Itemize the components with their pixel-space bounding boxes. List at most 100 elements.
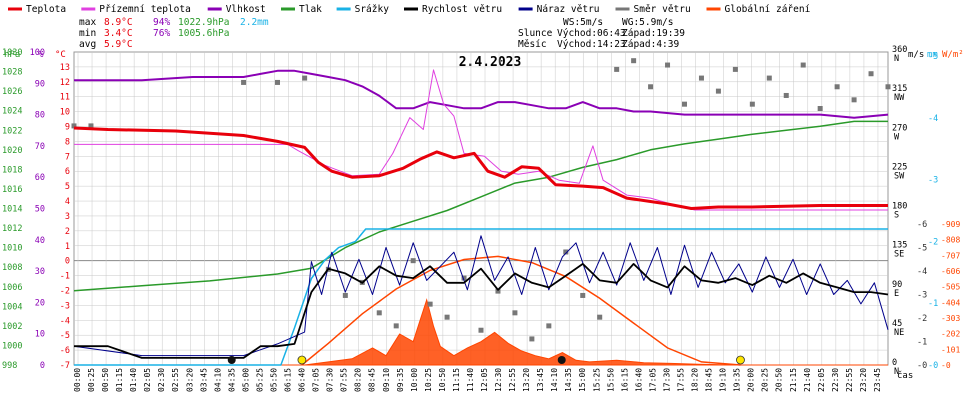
tick-x-29: 12:05 bbox=[480, 368, 489, 392]
tick-dirlabel-0: N bbox=[894, 367, 899, 377]
moonset-marker bbox=[227, 356, 236, 364]
series-pressure-line bbox=[73, 120, 888, 292]
min-temp: 3.4°C bbox=[104, 28, 133, 39]
tick-hpa-1024: 1024 bbox=[2, 107, 22, 117]
dir-dot-18 bbox=[546, 323, 552, 329]
tick-x-56: 23:20 bbox=[859, 368, 868, 392]
tick-x-27: 11:15 bbox=[452, 368, 461, 392]
tick-x-26: 10:50 bbox=[438, 368, 447, 392]
tick-x-49: 20:25 bbox=[761, 368, 770, 392]
moonrise-marker bbox=[557, 356, 566, 364]
tick-pct-70: 70 bbox=[35, 142, 45, 152]
tick-dir-0: 0 bbox=[892, 358, 897, 368]
tick-x-22: 09:10 bbox=[382, 368, 391, 392]
axes: 9981000100210041006100810101012101410161… bbox=[2, 45, 960, 392]
tick-hpa-1010: 1010 bbox=[2, 244, 22, 254]
tick-x-20: 08:20 bbox=[354, 368, 363, 392]
avg-temp: 5.9°C bbox=[104, 39, 133, 50]
tick-x-45: 18:45 bbox=[705, 368, 714, 392]
dir-dot-25 bbox=[665, 62, 671, 68]
tick-x-1: 00:25 bbox=[87, 368, 96, 392]
legend-label-6: Náraz větru bbox=[537, 4, 600, 15]
tick-degc-7: 7 bbox=[65, 152, 70, 162]
tick-x-15: 06:15 bbox=[284, 368, 293, 392]
tick-degc--1: -1 bbox=[60, 272, 70, 282]
dir-dot-17 bbox=[529, 336, 535, 342]
tick-degc-8: 8 bbox=[65, 137, 70, 147]
tick-dir-180: 180 bbox=[892, 202, 907, 212]
max-pressure: 1022.9hPa bbox=[178, 17, 229, 28]
tick-degc-11: 11 bbox=[60, 93, 70, 103]
tick-x-23: 09:35 bbox=[396, 368, 405, 392]
tick-dirlabel-315: NW bbox=[894, 93, 905, 103]
tick-x-32: 13:20 bbox=[522, 368, 531, 392]
tick-hpa-1012: 1012 bbox=[2, 224, 22, 234]
dir-dot-38 bbox=[885, 84, 891, 90]
series-gust-line bbox=[73, 235, 889, 357]
tick-mm-2: -2 bbox=[928, 237, 938, 247]
dir-dot-2 bbox=[241, 79, 247, 85]
tick-pct-20: 20 bbox=[35, 298, 45, 308]
tick-x-46: 19:10 bbox=[719, 368, 728, 392]
tick-hpa-1030: 1030 bbox=[2, 48, 22, 58]
tick-ms-6: -6 bbox=[917, 220, 927, 230]
dir-dot-28 bbox=[715, 88, 721, 94]
tick-hpa-1016: 1016 bbox=[2, 185, 22, 195]
tick-dir-90: 90 bbox=[892, 280, 902, 290]
tick-degc-12: 12 bbox=[60, 78, 70, 88]
dir-dot-31 bbox=[766, 75, 772, 81]
tick-hpa-1000: 1000 bbox=[2, 341, 22, 351]
tick-degc-5: 5 bbox=[65, 182, 70, 192]
dir-dot-10 bbox=[410, 258, 416, 264]
sunrise: Východ:06:43 bbox=[557, 28, 626, 39]
tick-wm2-202: -202 bbox=[941, 330, 960, 339]
min-humidity: 76% bbox=[153, 28, 170, 39]
tick-hpa-1028: 1028 bbox=[2, 68, 22, 78]
max-temp: 8.9°C bbox=[104, 17, 133, 28]
dir-dot-0 bbox=[71, 123, 77, 129]
tick-degc--3: -3 bbox=[60, 301, 70, 311]
tick-wm2-0: -0 bbox=[941, 361, 951, 370]
dir-dot-15 bbox=[495, 288, 501, 294]
dir-dot-27 bbox=[698, 75, 704, 81]
tick-hpa-1026: 1026 bbox=[2, 87, 22, 97]
tick-x-11: 04:35 bbox=[227, 368, 236, 392]
dir-dot-34 bbox=[817, 106, 823, 112]
max-label: max bbox=[79, 17, 96, 28]
info-block: WS:5m/s WG:5.9m/s Slunce Východ:06:43 Zá… bbox=[518, 17, 685, 50]
tick-x-18: 07:30 bbox=[326, 368, 335, 392]
tick-wm2-909: -909 bbox=[941, 220, 960, 229]
tick-x-3: 01:15 bbox=[115, 368, 124, 392]
grid bbox=[73, 51, 889, 366]
tick-dirlabel-225: SW bbox=[894, 171, 905, 181]
tick-x-12: 05:00 bbox=[241, 368, 250, 392]
tick-x-19: 07:55 bbox=[340, 368, 349, 392]
tick-x-37: 15:25 bbox=[592, 368, 601, 392]
tick-x-17: 07:05 bbox=[312, 368, 321, 392]
dir-dot-9 bbox=[393, 323, 399, 329]
dir-dot-1 bbox=[88, 123, 94, 129]
tick-dirlabel-360: N bbox=[894, 54, 899, 64]
tick-dir-270: 270 bbox=[892, 123, 907, 133]
tick-hpa-1020: 1020 bbox=[2, 146, 22, 156]
tick-ms-5: -5 bbox=[917, 244, 927, 254]
dir-dot-20 bbox=[580, 292, 586, 298]
moon-label: Měsíc bbox=[518, 39, 547, 50]
legend-label-7: Směr větru bbox=[634, 4, 691, 15]
dir-dot-8 bbox=[376, 310, 382, 316]
tick-mm-3: -3 bbox=[928, 176, 938, 186]
tick-wm2-404: -404 bbox=[941, 298, 960, 307]
dir-dot-16 bbox=[512, 310, 518, 316]
tick-x-2: 00:50 bbox=[101, 368, 110, 392]
tick-dirlabel-45: NE bbox=[894, 328, 904, 338]
tick-wm2-707: -707 bbox=[941, 251, 960, 260]
legend-label-4: Srážky bbox=[355, 4, 390, 15]
series-rain-line bbox=[74, 228, 888, 366]
tick-degc-3: 3 bbox=[65, 212, 70, 222]
unit-pct: % bbox=[38, 50, 44, 60]
tick-pct-100: 100 bbox=[30, 48, 45, 58]
tick-x-30: 12:30 bbox=[494, 368, 503, 392]
dir-dot-24 bbox=[648, 84, 654, 90]
tick-x-41: 17:05 bbox=[648, 368, 657, 392]
